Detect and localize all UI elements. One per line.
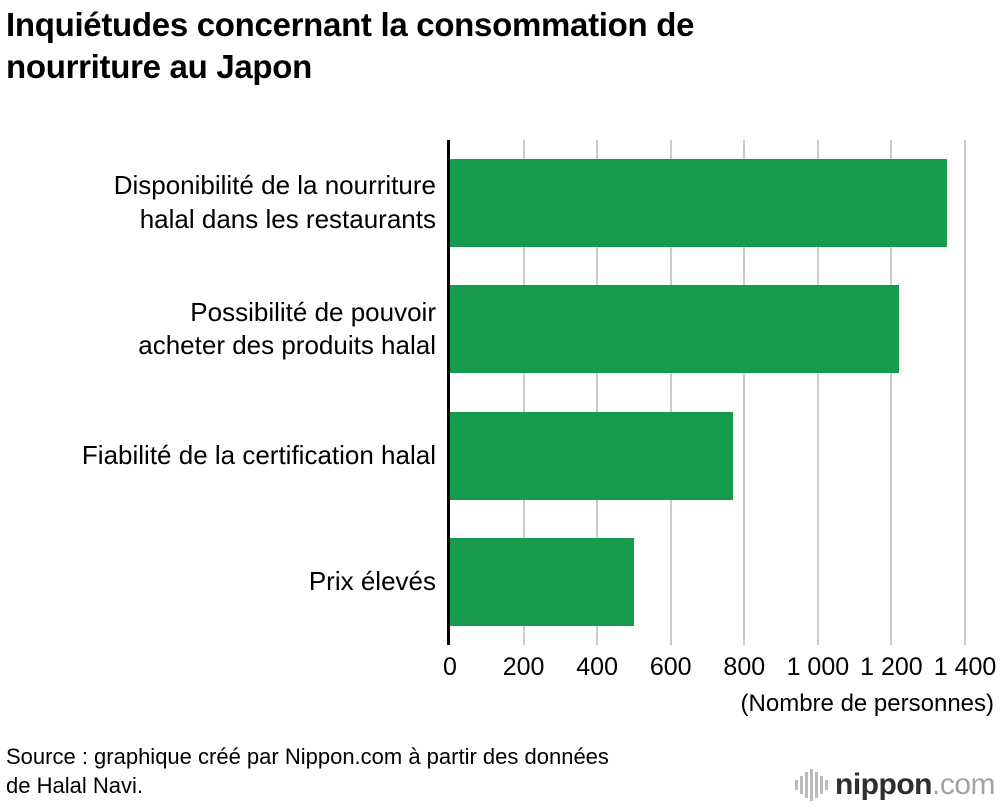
gridline [596,140,599,645]
source-line1: Source : graphique créé par Nippon.com à… [6,744,609,769]
x-tick-label: 400 [576,653,618,681]
logo-name: nippon [835,768,932,801]
bar-chart: Disponibilité de la nourriture halal dans… [0,140,1000,645]
chart-row: Disponibilité de la nourriture halal dans… [0,140,1000,266]
x-axis-note: (Nombre de personnes) [740,690,994,717]
bar-track [450,519,965,645]
nippon-logo: nippon.com [795,768,996,802]
logo-domain: .com [931,768,996,801]
soundwave-icon [795,769,829,801]
x-tick-label: 0 [443,653,457,681]
chart-title: Inquiétudes concernant la consommation d… [6,4,994,88]
source-line2: de Halal Navi. [6,773,143,799]
chart-row: Fiabilité de la certification halal [0,393,1000,519]
chart-title-line1: Inquiétudes concernant la consommation d… [6,6,695,43]
source-text: Source : graphique créé par Nippon.com à… [6,742,609,800]
x-tick-label: 1 000 [786,653,850,681]
bar-track [450,393,965,519]
bar [450,285,899,374]
chart-row: Prix élevés [0,519,1000,645]
chart-row: Possibilité de pouvoir acheter des produi… [0,266,1000,392]
gridline [964,140,966,645]
x-tick-label: 200 [502,653,545,681]
gridline [743,140,746,645]
gridline [669,140,672,645]
gridlines [450,140,966,645]
y-axis-line [447,140,450,645]
gridline [816,140,819,645]
nippon-logo-text: nippon.com [835,768,995,802]
bar [450,537,634,626]
bar-track [450,140,965,266]
chart-title-line2: nourriture au Japon [6,47,312,85]
gridline [890,140,893,645]
bar-track [450,266,965,392]
x-tick-label: 1 400 [933,653,997,681]
x-tick-label: 600 [649,653,692,681]
x-tick-label: 1 200 [860,653,923,681]
x-axis-ticks: 0 200 400 600 800 1 000 1 200 1 400 [443,653,996,685]
x-tick-label: 800 [723,653,766,681]
gridline [522,140,525,645]
bar [450,159,947,248]
category-label: Fiabilité de la certification halal [81,439,436,470]
category-label: Possibilité de pouvoir acheter des produi… [138,296,436,361]
category-label: Disponibilité de la nourriture halal dans… [113,170,436,235]
category-label: Prix élevés [308,565,436,596]
bar [450,411,734,500]
chart-rows: Disponibilité de la nourriture halal dans… [0,140,1000,645]
